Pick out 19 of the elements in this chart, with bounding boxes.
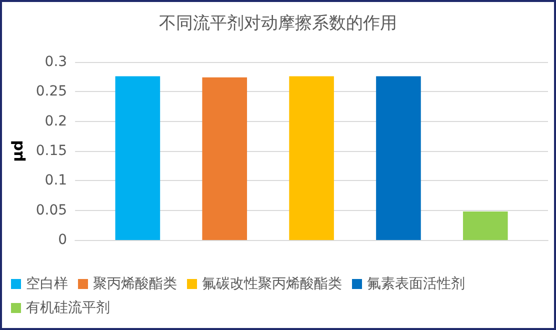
legend-label: 聚丙烯酸酯类 (93, 276, 177, 292)
bar (289, 76, 334, 240)
y-tick-label: 0 (58, 232, 68, 248)
legend-label: 氟碳改性聚丙烯酸酯类 (202, 276, 342, 292)
y-tick-label: 0.2 (44, 113, 68, 130)
y-tick-label: 0.3 (44, 54, 68, 70)
y-tick-label: 0.15 (36, 143, 68, 159)
bar (462, 212, 508, 240)
y-tick-label: 0.1 (44, 172, 68, 189)
legend-label: 空白样 (26, 276, 68, 292)
y-tick-label: 0.25 (36, 84, 68, 100)
legend-label: 有机硅流平剂 (26, 300, 110, 316)
bar (376, 76, 421, 240)
bar (202, 77, 248, 240)
y-axis-title: μd (8, 140, 26, 162)
chart-title: 不同流平剂对动摩擦系数的作用 (159, 14, 397, 34)
y-tick-label: 0.05 (36, 202, 68, 218)
legend-label: 氟素表面活性剂 (367, 276, 465, 292)
bar (115, 76, 160, 240)
